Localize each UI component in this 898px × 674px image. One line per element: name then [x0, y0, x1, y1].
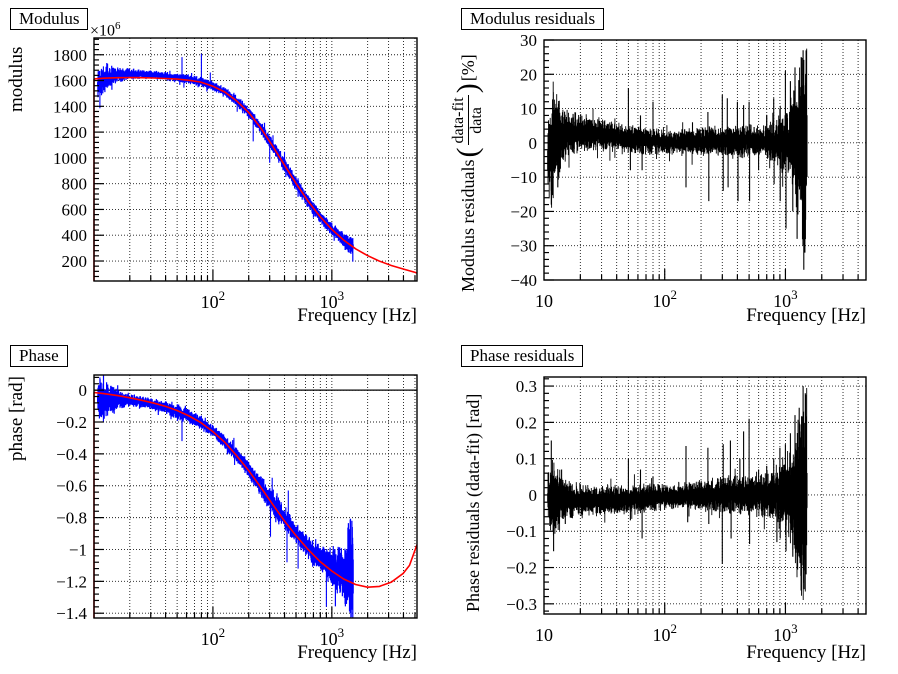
- data-fit-over-data-fraction: data-fit data: [450, 95, 485, 146]
- y-tick-label: 1600: [53, 72, 87, 91]
- grid-lines: [544, 40, 866, 280]
- modulus-residuals-x-axis-title: Frequency [Hz]: [746, 305, 866, 326]
- phase-title: Phase: [19, 346, 59, 365]
- tick-labels: 1800 1600 1400 1200 1000 800 600 400 200 102 103: [53, 46, 344, 312]
- close-paren: ): [450, 83, 484, 94]
- y-tick-label: 1400: [53, 97, 87, 116]
- axis-ticks: [94, 38, 416, 281]
- phase-y-axis-title: phase [rad]: [6, 376, 27, 461]
- x-tick-label: 103: [320, 625, 345, 649]
- modulus-plot: 1800 1600 1400 1200 1000 800 600 400 200 102 103: [53, 37, 418, 312]
- x-tick-label: 10: [535, 291, 553, 311]
- y-tick-label: 20: [520, 65, 537, 84]
- data-series: [547, 386, 808, 600]
- y-tick-label: 1800: [53, 46, 87, 65]
- y-tick-label: −0.4: [56, 445, 87, 464]
- phase-residuals-title-box: Phase residuals: [461, 345, 584, 367]
- data-series: [97, 375, 354, 618]
- phase-panel: 0 −0.2 −0.4 −0.6 −0.8 −1 −1.2 −1.4 102 103 Phase …: [0, 337, 449, 674]
- axis-ticks: [544, 39, 859, 281]
- modulus-residuals-y-axis-title: Modulus residuals ( data-fit data ) [%]: [450, 54, 485, 292]
- data-spikes: [99, 53, 333, 230]
- y-tick-label: 0: [529, 134, 538, 153]
- x-tick-label: 103: [320, 288, 345, 312]
- grid-lines: [94, 375, 417, 618]
- y-tick-label: −1.4: [56, 604, 87, 623]
- phase-residuals-panel: 0.3 0.2 0.1 0 −0.1 −0.2 −0.3 10 102 103 Phase res…: [449, 337, 898, 674]
- x-tick-label: 102: [201, 288, 226, 312]
- y-tick-label: −0.2: [506, 559, 537, 578]
- y-tick-label: −0.8: [56, 509, 87, 528]
- tick-labels: 0.3 0.2 0.1 0 −0.1 −0.2 −0.3 10 102 103: [506, 377, 798, 645]
- y-tick-label: −0.3: [506, 595, 537, 614]
- phase-plot: 0 −0.2 −0.4 −0.6 −0.8 −1 −1.2 −1.4 102 103: [56, 374, 418, 649]
- x-tick-label: 102: [201, 625, 226, 649]
- y-tick-label: 0: [529, 486, 538, 505]
- plot-frame: [93, 37, 418, 282]
- y-tick-label: −1: [69, 540, 87, 559]
- y-tick-label: −0.1: [506, 522, 537, 541]
- y-tick-label: 0.3: [516, 377, 537, 396]
- x-tick-label: 103: [773, 621, 798, 645]
- modulus-residuals-panel: 30 20 10 0 −10 −20 −30 −40 10 102 103 Modulus resi…: [449, 0, 898, 337]
- phase-residuals-x-axis-title: Frequency [Hz]: [746, 642, 866, 663]
- y-tick-label: 30: [520, 31, 537, 50]
- x-tick-label: 10: [535, 625, 553, 645]
- y-tick-label: −1.2: [56, 572, 87, 591]
- y-tick-label: −20: [510, 202, 537, 221]
- fit-curve: [94, 391, 417, 589]
- y-tick-label: 1200: [53, 123, 87, 142]
- phase-residuals-plot: 0.3 0.2 0.1 0 −0.1 −0.2 −0.3 10 102 103: [506, 376, 867, 645]
- y-tick-label: 400: [62, 226, 88, 245]
- tick-labels: 0 −0.2 −0.4 −0.6 −0.8 −1 −1.2 −1.4 102 103: [56, 381, 344, 649]
- y-tick-label: 0: [79, 381, 88, 400]
- modulus-title-box: Modulus: [10, 8, 89, 30]
- plot-frame: [543, 39, 867, 281]
- data-spikes: [550, 386, 806, 590]
- y-tick-label: 10: [520, 100, 537, 119]
- y-tick-label: 800: [62, 175, 88, 194]
- axis-ticks: [544, 378, 859, 614]
- x-tick-label: 103: [773, 287, 798, 311]
- y-tick-label: 600: [62, 200, 88, 219]
- modulus-residuals-title-box: Modulus residuals: [461, 8, 605, 30]
- y-tick-label: −40: [510, 271, 537, 290]
- modulus-panel: 1800 1600 1400 1200 1000 800 600 400 200 102 103 M…: [0, 0, 449, 337]
- grid-lines: [544, 377, 866, 614]
- y-tick-label: −10: [510, 168, 537, 187]
- modulus-x-axis-title: Frequency [Hz]: [297, 305, 417, 326]
- plot-frame: [93, 374, 418, 619]
- y-tick-label: 1000: [53, 149, 87, 168]
- y-tick-label: 200: [62, 252, 88, 271]
- y-tick-label: −0.2: [56, 413, 87, 432]
- y-tick-label: −30: [510, 237, 537, 256]
- data-series: [547, 48, 808, 270]
- modulus-y-axis-title: modulus: [6, 46, 27, 112]
- y-tick-label: 0.2: [516, 413, 537, 432]
- x-tick-label: 102: [652, 287, 677, 311]
- modulus-residuals-title: Modulus residuals: [470, 9, 596, 28]
- phase-residuals-title: Phase residuals: [470, 346, 575, 365]
- fit-curve: [94, 76, 417, 274]
- phase-title-box: Phase: [10, 345, 68, 367]
- y-tick-label: 0.1: [516, 450, 537, 469]
- modulus-title: Modulus: [19, 9, 80, 28]
- modulus-axis-multiplier: ×106: [90, 20, 121, 40]
- y-tick-label: −0.6: [56, 477, 87, 496]
- open-paren: (: [450, 147, 484, 158]
- phase-residuals-y-axis-title: Phase residuals (data-fit) [rad]: [463, 393, 483, 612]
- phase-x-axis-title: Frequency [Hz]: [297, 642, 417, 663]
- x-tick-label: 102: [652, 621, 677, 645]
- axis-ticks: [94, 376, 416, 618]
- data-spikes: [550, 50, 807, 270]
